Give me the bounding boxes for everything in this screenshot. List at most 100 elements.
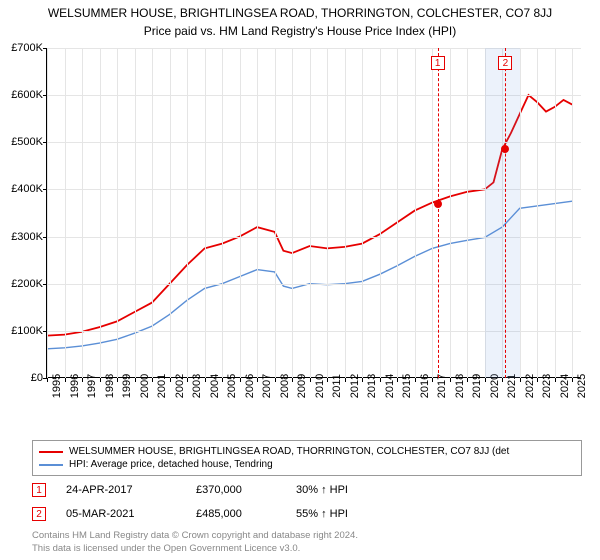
xtick (502, 378, 503, 382)
gridline-v (275, 48, 276, 378)
xtick (135, 378, 136, 382)
xtick (345, 378, 346, 382)
sale-row-date: 24-APR-2017 (66, 484, 176, 496)
sale-row-date: 05-MAR-2021 (66, 508, 176, 520)
xtick (205, 378, 206, 382)
xlabel: 2015 (401, 374, 413, 398)
xtick (537, 378, 538, 382)
xtick (117, 378, 118, 382)
xtick (292, 378, 293, 382)
sale-row-price: £485,000 (196, 508, 276, 520)
gridline-v (47, 48, 48, 378)
sale-vline (505, 48, 506, 378)
ylabel: £0 (3, 372, 43, 384)
gridline-v (450, 48, 451, 378)
xlabel: 2001 (156, 374, 168, 398)
ylabel: £700K (3, 42, 43, 54)
gridline-v (327, 48, 328, 378)
xlabel: 1995 (51, 374, 63, 398)
xtick (555, 378, 556, 382)
xtick (65, 378, 66, 382)
attribution-line1: Contains HM Land Registry data © Crown c… (32, 530, 582, 543)
xlabel: 2006 (244, 374, 256, 398)
gridline-v (415, 48, 416, 378)
sale-marker-label: 2 (498, 56, 512, 70)
xtick (152, 378, 153, 382)
xtick (397, 378, 398, 382)
xtick (82, 378, 83, 382)
xlabel: 1997 (86, 374, 98, 398)
xtick (362, 378, 363, 382)
xtick (520, 378, 521, 382)
gridline-v (100, 48, 101, 378)
ylabel: £200K (3, 278, 43, 290)
xtick (467, 378, 468, 382)
xtick (222, 378, 223, 382)
xlabel: 2014 (384, 374, 396, 398)
xtick (275, 378, 276, 382)
xlabel: 2008 (279, 374, 291, 398)
xtick (240, 378, 241, 382)
gridline-v (187, 48, 188, 378)
xtick (170, 378, 171, 382)
xlabel: 2004 (209, 374, 221, 398)
gridline-v (520, 48, 521, 378)
sales-table: 1 24-APR-2017 £370,000 30% ↑ HPI 2 05-MAR-202… (32, 480, 582, 524)
gridline-v (310, 48, 311, 378)
sale-row-marker: 2 (32, 507, 46, 521)
legend-box: WELSUMMER HOUSE, BRIGHTLINGSEA ROAD, THO… (32, 440, 582, 476)
title-subtitle: Price paid vs. HM Land Registry's House … (0, 20, 600, 38)
sale-row-delta: 30% ↑ HPI (296, 484, 348, 496)
xlabel: 2010 (314, 374, 326, 398)
sale-marker-label: 1 (431, 56, 445, 70)
ylabel: £500K (3, 136, 43, 148)
xlabel: 2012 (349, 374, 361, 398)
xlabel: 2016 (419, 374, 431, 398)
legend-row: WELSUMMER HOUSE, BRIGHTLINGSEA ROAD, THO… (39, 445, 575, 458)
gridline-v (397, 48, 398, 378)
gridline-v (537, 48, 538, 378)
xlabel: 2023 (541, 374, 553, 398)
gridline-v (432, 48, 433, 378)
xtick (327, 378, 328, 382)
xlabel: 2005 (226, 374, 238, 398)
gridline-v (292, 48, 293, 378)
xlabel: 2009 (296, 374, 308, 398)
sale-vline (438, 48, 439, 378)
gridline-v (345, 48, 346, 378)
ylabel: £600K (3, 89, 43, 101)
legend-text: HPI: Average price, detached house, Tend… (69, 459, 273, 470)
gridline-v (65, 48, 66, 378)
gridline-v (555, 48, 556, 378)
gridline-v (135, 48, 136, 378)
xtick (415, 378, 416, 382)
ylabel: £300K (3, 231, 43, 243)
xlabel: 2018 (454, 374, 466, 398)
xtick (572, 378, 573, 382)
ylabel: £100K (3, 325, 43, 337)
legend-swatch (39, 464, 63, 466)
gridline-v (362, 48, 363, 378)
sale-row-price: £370,000 (196, 484, 276, 496)
xlabel: 1999 (121, 374, 133, 398)
xlabel: 1996 (69, 374, 81, 398)
xtick (380, 378, 381, 382)
xtick (187, 378, 188, 382)
gridline-v (82, 48, 83, 378)
sale-row-marker: 1 (32, 483, 46, 497)
ylabel: £400K (3, 183, 43, 195)
gridline-v (205, 48, 206, 378)
gridline-v (380, 48, 381, 378)
xtick (485, 378, 486, 382)
xtick (257, 378, 258, 382)
attribution-line2: This data is licensed under the Open Gov… (32, 543, 582, 556)
chart-area: £0£100K£200K£300K£400K£500K£600K£700K199… (46, 48, 580, 398)
legend-text: WELSUMMER HOUSE, BRIGHTLINGSEA ROAD, THO… (69, 446, 509, 457)
legend-row: HPI: Average price, detached house, Tend… (39, 458, 575, 471)
sale-dot (501, 145, 509, 153)
gridline-v (240, 48, 241, 378)
attribution-text: Contains HM Land Registry data © Crown c… (32, 530, 582, 556)
xlabel: 2013 (366, 374, 378, 398)
sale-row-delta: 55% ↑ HPI (296, 508, 348, 520)
xlabel: 2003 (191, 374, 203, 398)
